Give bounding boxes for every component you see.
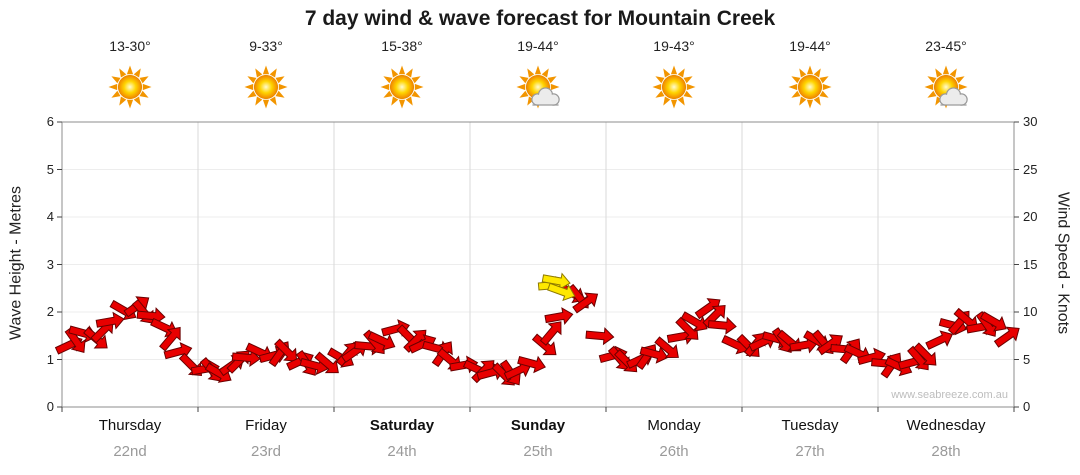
- day-label-wednesday: Wednesday: [906, 417, 986, 434]
- day-temperature-range: 19-44°: [789, 38, 831, 54]
- watermark: www.seabreeze.com.au: [891, 389, 1008, 401]
- sun-cloud-icon: [516, 65, 560, 109]
- cloud-icon: [939, 87, 968, 106]
- sun-cloud-icon: [924, 65, 968, 109]
- wind-axis-tick: 25: [1023, 161, 1038, 177]
- day-date-22nd: 22nd: [113, 443, 147, 460]
- day-temperature-range: 13-30°: [109, 38, 151, 54]
- wind-arrow: [979, 311, 1007, 332]
- right-axis-label: Wind Speed - Knots: [1054, 191, 1072, 335]
- wave-axis-tick: 1: [46, 351, 54, 367]
- weather-icon-slot: [878, 62, 1014, 116]
- wind-axis-tick: 5: [1023, 351, 1031, 367]
- day-label-friday: Friday: [245, 417, 287, 434]
- wind-arrow-highlight: [541, 272, 571, 291]
- sun-icon: [244, 65, 288, 109]
- wind-arrow: [367, 331, 396, 351]
- wind-arrow: [544, 307, 574, 325]
- wave-axis-tick: 2: [46, 304, 54, 319]
- day-label-saturday: Saturday: [369, 417, 435, 434]
- wind-arrow: [680, 311, 708, 332]
- wind-axis-tick: 0: [1023, 399, 1031, 414]
- wave-axis-tick: 5: [46, 161, 54, 177]
- sun-icon: [380, 65, 424, 109]
- wind-arrow: [231, 348, 261, 368]
- wind-arrow: [159, 326, 181, 352]
- wind-arrow: [95, 311, 125, 330]
- wind-arrow: [675, 316, 699, 340]
- day-date-25th: 25th: [523, 443, 553, 460]
- wind-arrow-highlight: [547, 282, 576, 302]
- left-axis-label: Wave Height - Metres: [7, 185, 25, 341]
- sun-icon: [652, 65, 696, 109]
- wave-axis-tick: 0: [46, 399, 54, 414]
- wind-axis-tick: 30: [1023, 114, 1038, 129]
- day-label-thursday: Thursday: [98, 417, 162, 434]
- day-date-27th: 27th: [795, 443, 825, 460]
- weather-icon-slot: [470, 62, 606, 116]
- day-date-26th: 26th: [659, 443, 689, 460]
- wind-arrow: [817, 334, 843, 356]
- wind-arrow: [707, 316, 737, 335]
- day-label-sunday: Sunday: [510, 417, 566, 434]
- wind-axis-tick: 15: [1023, 256, 1038, 272]
- wind-arrow: [314, 351, 339, 374]
- day-label-monday: Monday: [647, 417, 701, 434]
- sun-icon: [788, 65, 832, 109]
- weather-icon-slot: [334, 62, 470, 116]
- wind-arrow: [572, 292, 599, 314]
- day-date-28th: 28th: [931, 443, 961, 460]
- wind-arrow: [274, 338, 298, 362]
- day-temperature-range: 19-44°: [517, 38, 559, 54]
- wind-axis-tick: 10: [1023, 304, 1038, 319]
- day-temperature-range: 9-33°: [249, 38, 283, 54]
- weather-icon-slot: [742, 62, 878, 116]
- sun-icon: [108, 65, 152, 109]
- day-temperature-range: 15-38°: [381, 38, 423, 54]
- wind-arrow: [585, 327, 615, 346]
- cloud-icon: [531, 87, 560, 106]
- page-title: 7 day wind & wave forecast for Mountain …: [304, 7, 776, 30]
- wind-arrow: [531, 333, 557, 356]
- wave-axis-tick: 3: [46, 256, 54, 272]
- wave-axis-tick: 4: [46, 209, 54, 224]
- wave-axis-tick: 6: [46, 114, 54, 129]
- wind-arrow: [517, 355, 546, 374]
- day-temperature-range: 23-45°: [925, 38, 967, 54]
- day-label-tuesday: Tuesday: [781, 417, 839, 434]
- wind-arrow: [925, 330, 954, 350]
- weather-icon-slot: [198, 62, 334, 116]
- day-temperature-range: 19-43°: [653, 38, 695, 54]
- weather-icon-slot: [606, 62, 742, 116]
- wind-arrow: [993, 326, 1020, 348]
- weather-icon-slot: [62, 62, 198, 116]
- wind-arrow: [539, 321, 562, 346]
- wind-arrow: [639, 346, 669, 364]
- wind-arrow: [654, 336, 679, 358]
- day-date-23rd: 23rd: [250, 443, 282, 460]
- day-date-24th: 24th: [387, 443, 417, 460]
- wind-arrow: [64, 327, 86, 354]
- wind-axis-tick: 20: [1023, 209, 1038, 224]
- wind-arrow: [913, 342, 937, 366]
- wind-arrow: [503, 360, 532, 381]
